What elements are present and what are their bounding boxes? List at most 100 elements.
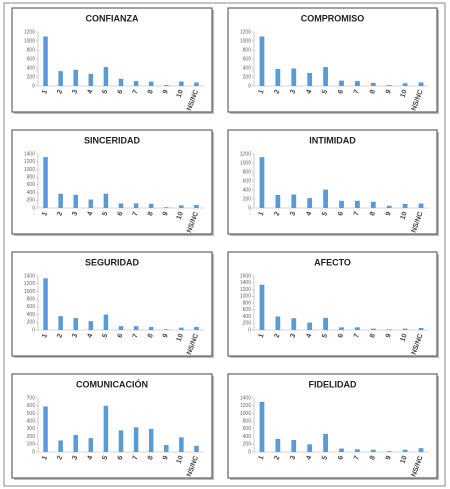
x-tick-label: 5	[321, 89, 329, 95]
x-tick-label: 1	[41, 333, 49, 339]
x-tick-label: 9	[162, 455, 170, 461]
y-tick-label: 200	[243, 74, 252, 80]
bar	[164, 329, 169, 330]
x-tick-label: 10	[400, 211, 409, 221]
x-tick-label: 6	[337, 455, 345, 461]
x-tick-label: 2	[274, 455, 282, 461]
bar	[418, 203, 424, 208]
y-tick-label: 0	[32, 83, 35, 89]
y-tick-label: 1200	[24, 29, 35, 35]
x-tick-label: 3	[71, 333, 79, 339]
y-tick-label: 1400	[240, 280, 251, 286]
bar	[291, 440, 297, 452]
bar	[339, 200, 344, 208]
bar	[194, 445, 199, 452]
x-tick-label: 9	[162, 333, 170, 339]
bar	[148, 428, 154, 452]
x-tick-label: 3	[289, 455, 297, 461]
y-tick-label: 200	[27, 198, 36, 204]
y-tick-label: 200	[243, 321, 252, 327]
y-tick-label: 1000	[24, 167, 35, 173]
bar	[307, 444, 313, 452]
x-tick-label: 6	[337, 211, 345, 217]
x-tick-label: 8	[147, 333, 155, 339]
y-tick-label: 600	[243, 56, 252, 62]
x-tick-label: 6	[337, 89, 345, 95]
bar	[43, 36, 48, 86]
chart-panel: CONFIANZA 0 200 400 600 800 1000 1200 1 2 3 4 5 6 7 8 9 1…	[11, 7, 214, 114]
x-tick-label: 8	[369, 333, 377, 339]
bar	[103, 405, 109, 452]
bar	[370, 82, 376, 86]
y-tick-label: 200	[27, 320, 36, 326]
chart-title: CONFIANZA	[86, 13, 139, 23]
bar	[259, 157, 265, 208]
x-tick-label: 8	[147, 455, 155, 461]
bar	[386, 451, 392, 452]
y-tick-label: 0	[248, 205, 251, 211]
x-tick-label: 3	[71, 211, 79, 217]
bar	[133, 203, 139, 208]
x-tick-label: 9	[385, 455, 393, 461]
x-tick-label: 4	[87, 211, 95, 217]
x-tick-label: 2	[56, 455, 64, 461]
y-tick-label: 600	[27, 403, 36, 409]
x-tick-label: 3	[71, 89, 79, 95]
bar	[323, 189, 328, 208]
bar	[164, 85, 169, 86]
y-tick-label: 1400	[24, 273, 35, 279]
x-tick-label: 2	[274, 89, 282, 95]
y-tick-label: 600	[243, 426, 252, 432]
y-tick-label: 1200	[240, 29, 251, 35]
x-tick-label: 3	[289, 89, 297, 95]
chart-title: SEGURIDAD	[85, 257, 140, 267]
x-tick-label: 6	[117, 455, 125, 461]
bar	[355, 327, 360, 330]
x-tick-label: 8	[369, 455, 377, 461]
x-tick-label: 1	[258, 333, 266, 339]
bar	[88, 438, 94, 452]
y-tick-label: 500	[27, 411, 36, 417]
bar	[148, 326, 154, 330]
bar	[194, 326, 199, 330]
bar	[323, 433, 328, 452]
x-tick-label: 10	[400, 89, 409, 99]
bar	[179, 81, 184, 86]
bar	[386, 205, 392, 208]
x-tick-label: 5	[102, 89, 110, 95]
bar	[103, 193, 109, 208]
y-tick-label: 0	[248, 83, 251, 89]
y-tick-label: 600	[243, 307, 252, 313]
chart-panel: INTIMIDAD 0 200 400 600 800 1000 1200 1 2 3 4 5 6 7 8 9 1…	[227, 129, 439, 236]
bar	[339, 327, 344, 330]
x-tick-label: 5	[321, 211, 329, 217]
x-tick-label: 9	[385, 333, 393, 339]
bar	[148, 81, 154, 86]
x-tick-label: 1	[258, 89, 266, 95]
bar	[386, 85, 392, 86]
bar	[307, 198, 313, 208]
bar	[323, 317, 328, 330]
bar	[386, 329, 392, 330]
y-tick-label: 1000	[240, 38, 251, 44]
bar	[73, 69, 78, 86]
x-tick-label: 4	[87, 455, 95, 461]
y-tick-label: 300	[27, 426, 36, 432]
chart-title: SINCERIDAD	[84, 135, 141, 145]
x-tick-label: 6	[337, 333, 345, 339]
y-tick-label: 1600	[240, 273, 251, 279]
y-tick-label: 1000	[24, 289, 35, 295]
x-tick-label: 5	[321, 333, 329, 339]
x-tick-label: 4	[305, 333, 313, 339]
bar	[133, 81, 139, 86]
bar	[418, 82, 424, 86]
y-tick-label: 800	[27, 47, 36, 53]
bar	[103, 314, 109, 330]
bar	[58, 316, 63, 330]
x-tick-label: 2	[56, 211, 64, 217]
bar	[291, 194, 297, 208]
x-tick-label: 6	[117, 211, 125, 217]
